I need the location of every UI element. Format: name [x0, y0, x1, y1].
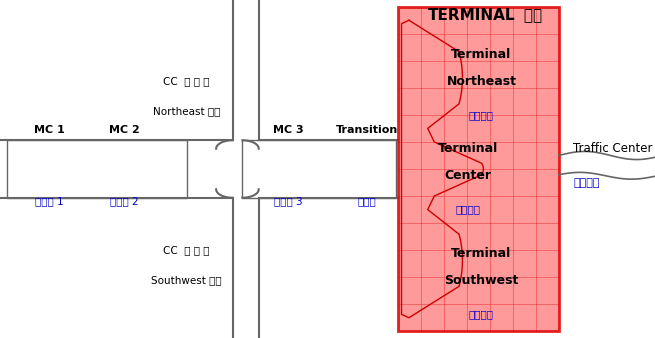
Text: Terminal: Terminal [451, 247, 512, 260]
Text: CC  次 指 廊: CC 次 指 廊 [164, 76, 210, 86]
Bar [7, 140, 187, 198]
Text: Terminal: Terminal [438, 142, 498, 155]
Bar [242, 140, 396, 198]
Text: Center: Center [445, 169, 492, 182]
Text: MC 2: MC 2 [109, 125, 140, 135]
Text: 过度区: 过度区 [358, 196, 376, 206]
Text: 东北大厅: 东北大厅 [469, 110, 494, 120]
Text: 主指廊 1: 主指廊 1 [35, 196, 64, 206]
Text: 主指廊 2: 主指廊 2 [110, 196, 139, 206]
Text: CC  次 指 廊: CC 次 指 廊 [164, 245, 210, 255]
Text: 大厅: 大厅 [519, 8, 542, 23]
Text: Transition: Transition [335, 125, 398, 135]
Text: Traffic Center: Traffic Center [573, 142, 652, 155]
Text: Northeast: Northeast [447, 75, 516, 88]
Text: Terminal: Terminal [451, 48, 512, 61]
Text: 主指廊 3: 主指廊 3 [274, 196, 303, 206]
Text: Southwest: Southwest [444, 274, 519, 287]
Text: 大厅中部: 大厅中部 [456, 204, 481, 215]
Text: Northeast 东北: Northeast 东北 [153, 106, 220, 117]
Text: Southwest 西南: Southwest 西南 [151, 275, 222, 286]
Text: MC 1: MC 1 [34, 125, 64, 135]
Text: 西南大厅: 西南大厅 [469, 309, 494, 319]
Text: TERMINAL: TERMINAL [428, 8, 515, 23]
Text: MC 3: MC 3 [273, 125, 303, 135]
Bar [398, 7, 559, 331]
Text: 交通中心: 交通中心 [573, 177, 599, 188]
